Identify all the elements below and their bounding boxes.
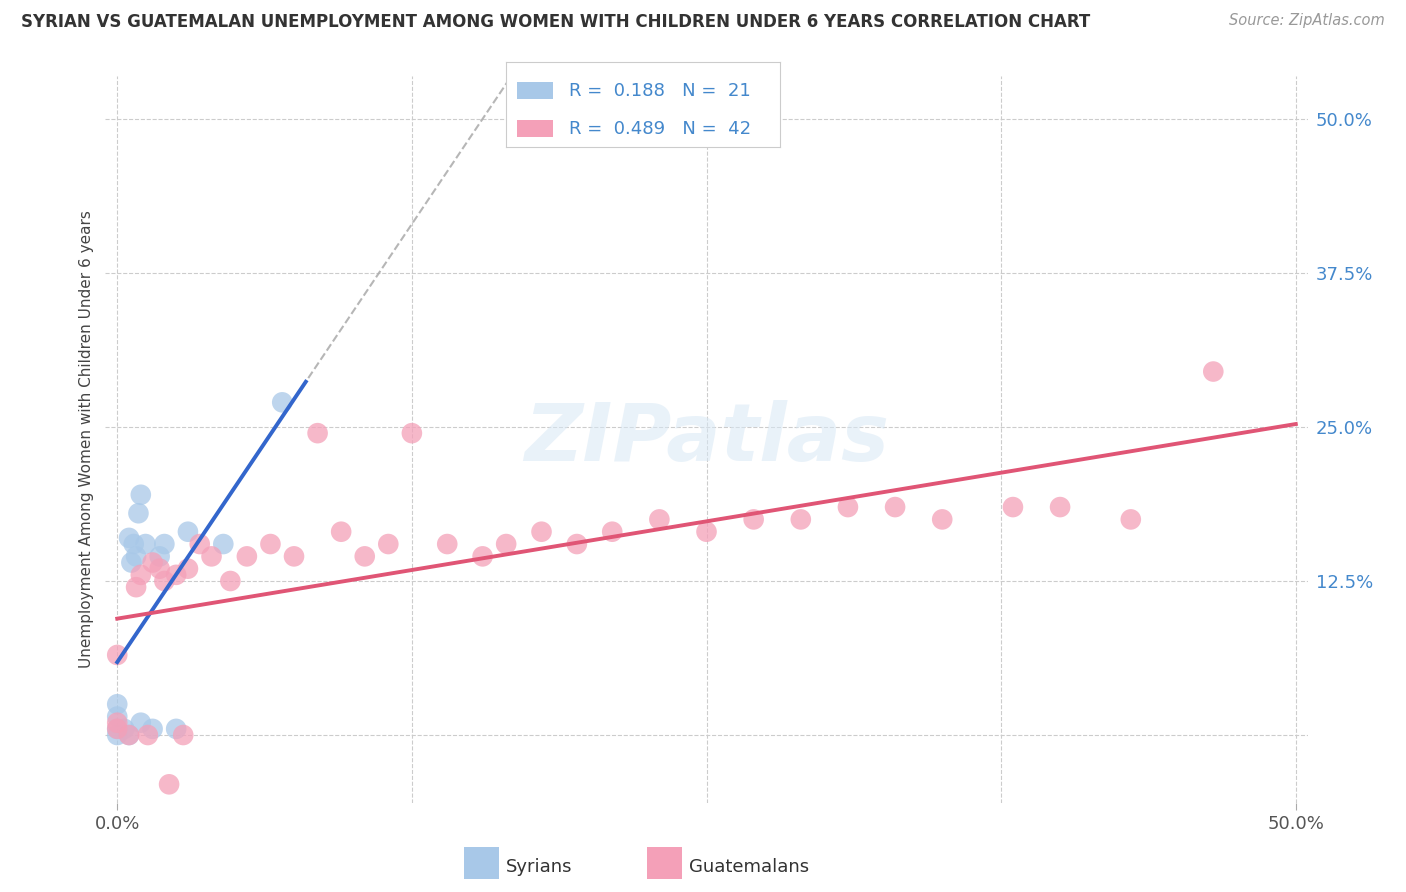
- Point: [149, 562, 172, 576]
- Point: [696, 524, 718, 539]
- Point: [157, 777, 180, 791]
- Point: [236, 549, 259, 564]
- Point: [105, 648, 128, 662]
- Point: [177, 562, 200, 576]
- Y-axis label: Unemployment Among Women with Children Under 6 years: Unemployment Among Women with Children U…: [79, 211, 94, 668]
- Point: [1001, 500, 1024, 514]
- Point: [129, 567, 152, 582]
- Point: [120, 556, 142, 570]
- Point: [212, 537, 235, 551]
- Point: [307, 426, 329, 441]
- Point: [219, 574, 242, 588]
- Point: [142, 722, 165, 736]
- Point: [530, 524, 553, 539]
- Point: [127, 506, 149, 520]
- Point: [790, 512, 813, 526]
- Point: [188, 537, 211, 551]
- Point: [401, 426, 423, 441]
- Point: [153, 574, 176, 588]
- Point: [112, 722, 135, 736]
- Point: [283, 549, 305, 564]
- Point: [129, 488, 152, 502]
- Point: [471, 549, 494, 564]
- Point: [837, 500, 859, 514]
- Point: [742, 512, 765, 526]
- Point: [1119, 512, 1142, 526]
- Point: [129, 715, 152, 730]
- Point: [118, 728, 141, 742]
- Point: [122, 537, 145, 551]
- Point: [353, 549, 375, 564]
- Point: [1049, 500, 1071, 514]
- Point: [931, 512, 953, 526]
- Bar: [517, 82, 553, 99]
- Point: [118, 728, 141, 742]
- Text: ZIPatlas: ZIPatlas: [524, 401, 889, 478]
- Text: SYRIAN VS GUATEMALAN UNEMPLOYMENT AMONG WOMEN WITH CHILDREN UNDER 6 YEARS CORREL: SYRIAN VS GUATEMALAN UNEMPLOYMENT AMONG …: [21, 13, 1090, 31]
- Point: [330, 524, 353, 539]
- Point: [105, 709, 128, 723]
- Point: [105, 722, 128, 736]
- Point: [165, 567, 187, 582]
- Point: [172, 728, 194, 742]
- Point: [200, 549, 222, 564]
- Point: [271, 395, 294, 409]
- Point: [648, 512, 671, 526]
- Point: [600, 524, 623, 539]
- Text: Guatemalans: Guatemalans: [689, 858, 808, 876]
- Bar: [517, 120, 553, 137]
- Point: [136, 728, 159, 742]
- Point: [495, 537, 517, 551]
- Point: [125, 580, 148, 594]
- Text: R =  0.188   N =  21: R = 0.188 N = 21: [569, 81, 751, 100]
- Point: [165, 722, 187, 736]
- Point: [105, 722, 128, 736]
- Point: [565, 537, 588, 551]
- Text: Source: ZipAtlas.com: Source: ZipAtlas.com: [1229, 13, 1385, 29]
- Point: [149, 549, 172, 564]
- Point: [1202, 365, 1225, 379]
- Text: R =  0.489   N =  42: R = 0.489 N = 42: [569, 120, 751, 137]
- Point: [884, 500, 907, 514]
- Point: [177, 524, 200, 539]
- Point: [377, 537, 399, 551]
- Point: [259, 537, 281, 551]
- Point: [105, 697, 128, 711]
- Text: Syrians: Syrians: [506, 858, 572, 876]
- Point: [125, 549, 148, 564]
- Point: [153, 537, 176, 551]
- Point: [105, 728, 128, 742]
- Point: [105, 715, 128, 730]
- Point: [142, 556, 165, 570]
- Point: [436, 537, 458, 551]
- Point: [135, 537, 157, 551]
- Point: [118, 531, 141, 545]
